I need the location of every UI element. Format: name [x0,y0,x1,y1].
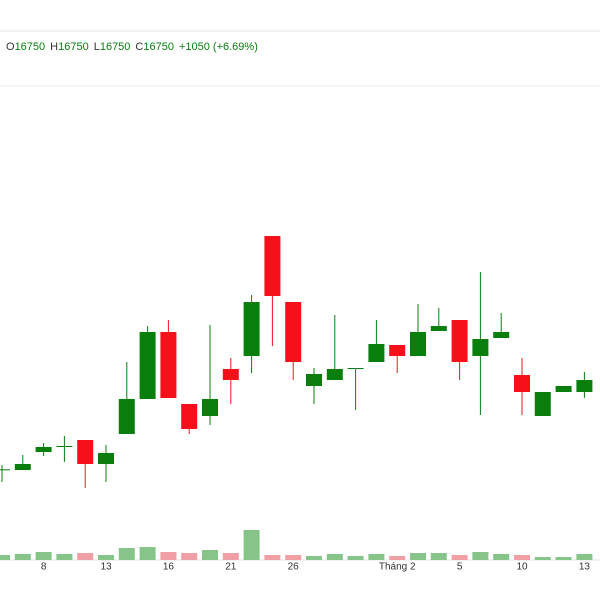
candle-body [534,392,551,416]
x-tick-label: Tháng 2 [379,562,416,573]
volume-bar [118,548,135,560]
volume-bar [77,553,94,560]
volume-bar [160,552,177,560]
candle-body [139,332,156,399]
x-tick-label: 13 [100,562,112,573]
volume-bar [326,554,343,560]
candle-body [35,447,52,452]
volume-bar [243,530,260,560]
volume-bar [451,555,468,560]
candle-body [472,339,489,356]
volume-bar [368,554,385,560]
ohlc-label: H [50,41,58,53]
x-tick-label: 13 [579,562,591,573]
volume-bar [285,555,302,560]
x-tick-label: 16 [163,562,175,573]
volume-bar [0,555,10,560]
volume-bar [576,554,593,560]
volume-bar [514,555,530,560]
candle-body [576,380,593,392]
candle-body [493,332,510,338]
volume-bar [555,557,572,560]
volume-bar [181,553,198,560]
volume-bar [202,550,218,560]
candle-body [222,369,239,380]
volume-bar [534,557,551,560]
candle-body [264,236,281,296]
volume-bar [139,547,156,560]
x-tick-label: 10 [516,562,528,573]
candle-body [56,446,73,447]
ohlc-label: L [94,41,100,53]
volume-bar [98,555,114,560]
candle-body [160,332,177,398]
volume-bar [430,553,447,560]
volume-bar [14,554,31,560]
candle-body [118,399,135,434]
x-tick-label: 26 [288,562,300,573]
candle-body [14,464,31,470]
volume-bar [35,552,52,560]
candle-body [202,399,218,416]
volume-bar [493,554,510,560]
ohlc-value: 16750 [15,41,46,53]
volume-bar [56,554,73,560]
ohlc-label: O [6,41,15,53]
volume-bar [347,556,364,560]
candle-body [451,320,468,362]
ohlc-change: +1050 (+6.69%) [179,41,258,53]
volume-bar [389,556,406,560]
volume-bar [222,553,239,560]
candle-body [285,302,302,362]
x-tick-label: 21 [225,562,237,573]
ohlc-value: 16750 [143,41,174,53]
candle-body [98,453,114,464]
candle-body [368,344,385,362]
candle-body [347,368,364,369]
x-tick-label: 8 [41,562,47,573]
candle-body [0,469,10,471]
ohlc-value: 16750 [100,41,131,53]
volume-bar [306,556,322,560]
volume-bar [410,553,426,560]
candle-body [181,404,198,429]
ohlc-label: C [135,41,143,53]
ohlc-value: 16750 [58,41,89,53]
x-tick-label: 5 [457,562,463,573]
volume-bar [472,552,489,560]
candle-body [77,440,94,464]
candle-body [410,332,426,356]
volume-bar [264,555,281,560]
ohlc-header: O16750 H16750 L16750 C16750 +1050 (+6.69%) [6,41,258,53]
ohlc-text: O16750 H16750 L16750 C16750 +1050 (+6.69%) [6,41,258,53]
candle-body [514,375,530,392]
candle-body [430,326,447,331]
candle-body [389,345,406,356]
candle-body [555,386,572,392]
candle-body [306,374,322,386]
candle-body [243,302,260,356]
candle-body [326,369,343,380]
